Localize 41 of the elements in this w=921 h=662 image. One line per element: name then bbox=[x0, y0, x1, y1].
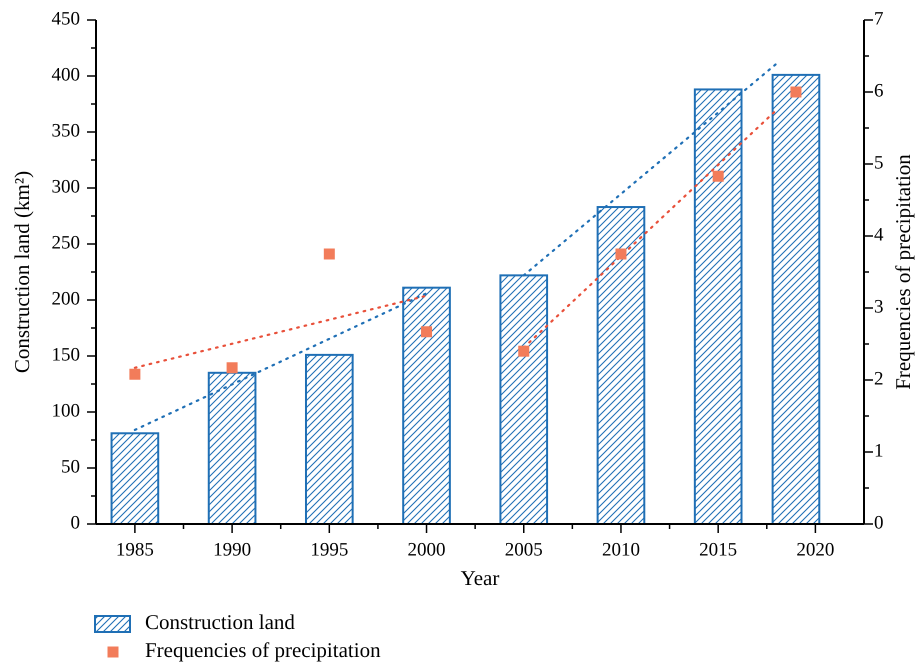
y2-tick-label: 1 bbox=[874, 440, 884, 462]
y-tick-label: 0 bbox=[70, 512, 80, 534]
point bbox=[712, 170, 724, 182]
point bbox=[615, 248, 626, 260]
x-tick-label: 2020 bbox=[796, 539, 834, 560]
point bbox=[790, 86, 802, 98]
legend-label: Frequencies of precipitation bbox=[145, 638, 382, 662]
point bbox=[129, 368, 140, 380]
x-axis-title: Year bbox=[460, 566, 500, 590]
y2-axis-title: Frequencies of precipitation bbox=[890, 154, 915, 390]
y-tick-label: 200 bbox=[52, 288, 80, 310]
x-tick-label: 2010 bbox=[602, 539, 640, 560]
y2-tick-label: 2 bbox=[874, 368, 884, 390]
y2-tick-label: 4 bbox=[874, 224, 884, 246]
y2-tick-label: 5 bbox=[874, 152, 884, 174]
x-tick-label: 2000 bbox=[408, 539, 446, 560]
y2-tick-label: 7 bbox=[874, 8, 884, 30]
point bbox=[518, 346, 530, 357]
y2-tick-label: 3 bbox=[874, 296, 884, 318]
x-tick-label: 1995 bbox=[310, 539, 348, 560]
y-tick-label: 250 bbox=[52, 232, 80, 254]
y2-tick-label: 0 bbox=[874, 512, 884, 534]
bar bbox=[772, 74, 820, 525]
y2-tick-label: 6 bbox=[874, 80, 884, 102]
point bbox=[421, 326, 432, 338]
y-tick-label: 50 bbox=[61, 456, 80, 478]
point bbox=[324, 248, 335, 260]
bar bbox=[304, 354, 354, 525]
x-tick-label: 2005 bbox=[504, 539, 543, 560]
x-tick-label: 2015 bbox=[699, 539, 738, 560]
y-tick-label: 400 bbox=[52, 64, 80, 86]
legend-label: Construction land bbox=[145, 610, 296, 634]
y-tick-label: 150 bbox=[52, 344, 80, 366]
y-tick-label: 450 bbox=[52, 8, 80, 30]
x-tick-label: 1990 bbox=[213, 539, 252, 560]
x-tick-label: 1985 bbox=[116, 539, 154, 560]
point bbox=[226, 362, 238, 374]
y-tick-label: 350 bbox=[52, 120, 80, 142]
y-tick-label: 100 bbox=[52, 400, 80, 422]
y-axis-title: Construction land (km²) bbox=[10, 170, 34, 374]
y-tick-label: 300 bbox=[52, 176, 80, 198]
